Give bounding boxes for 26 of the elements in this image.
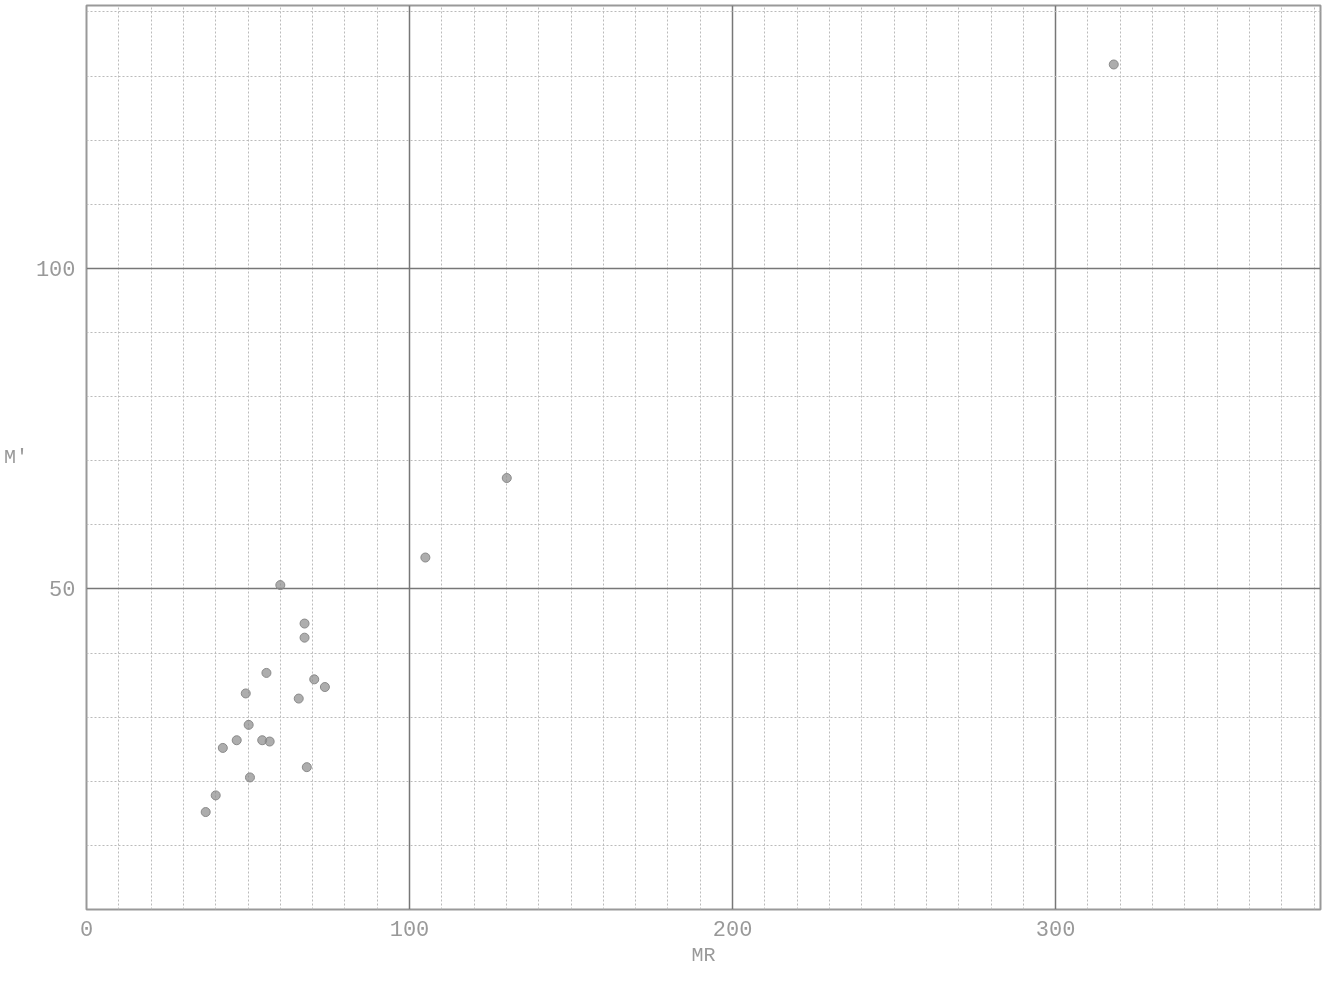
point: [1108, 59, 1119, 70]
point: [264, 736, 275, 747]
point: [275, 580, 286, 591]
point: [217, 742, 228, 753]
point: [200, 807, 211, 818]
x-tick-label: 300: [1035, 917, 1076, 943]
point: [240, 688, 251, 699]
point: [319, 682, 330, 693]
point: [231, 735, 242, 746]
y-tick-label: 50: [49, 578, 76, 604]
point: [309, 674, 320, 685]
x-axis-title: MR: [691, 943, 716, 967]
point: [501, 473, 512, 484]
point: [299, 632, 310, 643]
y-axis-title: M′: [3, 446, 28, 469]
point: [261, 667, 272, 678]
point: [210, 790, 221, 801]
x-tick-label: 100: [389, 917, 430, 943]
x-tick-label: 200: [712, 917, 753, 943]
point: [243, 719, 254, 730]
point: [301, 762, 312, 773]
x-tick-label: 0: [79, 917, 94, 943]
point: [420, 552, 431, 563]
point: [293, 693, 304, 704]
point: [244, 772, 255, 783]
point: [299, 618, 310, 629]
